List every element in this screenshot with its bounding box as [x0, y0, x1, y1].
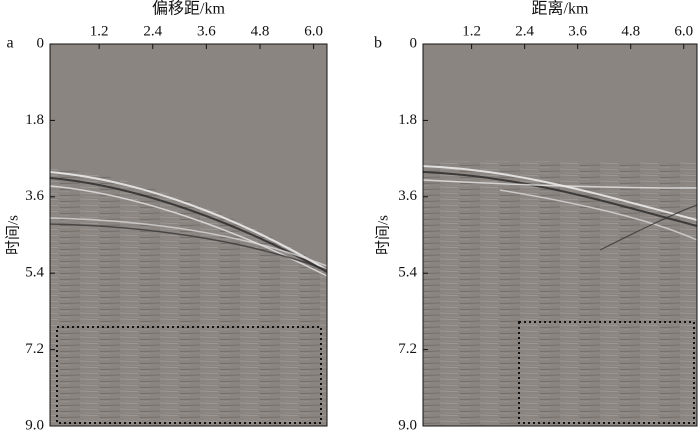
seismic-event: [599, 204, 698, 251]
x-tick-label: 1.2: [90, 23, 109, 39]
panel: 1.2 2.4 3.6 4.8 6.0 0 1.8 3.6 5.4 7.2 9.0 偏移距/km a 时间…: [4, 0, 328, 431]
y-axis-label: 时间/s: [4, 215, 21, 255]
y-tick-label: 7.2: [25, 341, 44, 357]
seismic-event: [422, 179, 698, 189]
x-tick-label: 2.4: [515, 23, 534, 39]
seismic-event: [49, 171, 328, 271]
seismic-event: [499, 189, 698, 241]
x-tick-label: 6.0: [674, 23, 693, 39]
x-tick-label: 6.0: [304, 23, 323, 39]
y-tick-label: 7.2: [398, 341, 417, 357]
y-tick-label: 5.4: [398, 265, 417, 281]
y-tick-label: 0: [37, 35, 45, 51]
panels: 1.2 2.4 3.6 4.8 6.0 0 1.8 3.6 5.4 7.2 9.0 偏移距/km a 时间…: [4, 0, 698, 431]
x-tick-label: 3.6: [197, 23, 216, 39]
y-tick-label: 3.6: [25, 188, 44, 204]
frame: [49, 43, 328, 427]
seismic-event: [422, 171, 698, 227]
panel: 1.2 2.4 3.6 4.8 6.0 0 1.8 3.6 5.4 7.2 9.0 距离/km b 时间/…: [374, 0, 698, 431]
frame: [422, 43, 698, 427]
y-tick-label: 9.0: [25, 417, 44, 431]
panel-label: b: [374, 35, 382, 52]
x-tick-label: 3.6: [568, 23, 587, 39]
seismic-event: [423, 160, 697, 426]
x-axis-label: 偏移距/km: [152, 0, 225, 18]
x-tick-label: 4.8: [621, 23, 640, 39]
highlight-box: [518, 321, 695, 424]
x-axis-label: 距离/km: [532, 0, 589, 18]
highlight-box: [56, 326, 322, 424]
x-tick-label: 4.8: [251, 23, 270, 39]
panel-label: a: [6, 35, 13, 52]
seismic-event: [49, 223, 328, 271]
y-tick-label: 0: [410, 35, 418, 51]
y-axis-label: 时间/s: [374, 215, 391, 255]
y-tick-label: 5.4: [25, 265, 44, 281]
y-tick-label: 1.8: [25, 112, 44, 128]
x-tick-label: 2.4: [143, 23, 162, 39]
x-tick-label: 1.2: [462, 23, 481, 39]
seismic-event: [49, 217, 328, 267]
y-tick-label: 3.6: [398, 188, 417, 204]
y-tick-label: 1.8: [398, 112, 417, 128]
y-tick-label: 9.0: [398, 417, 417, 431]
